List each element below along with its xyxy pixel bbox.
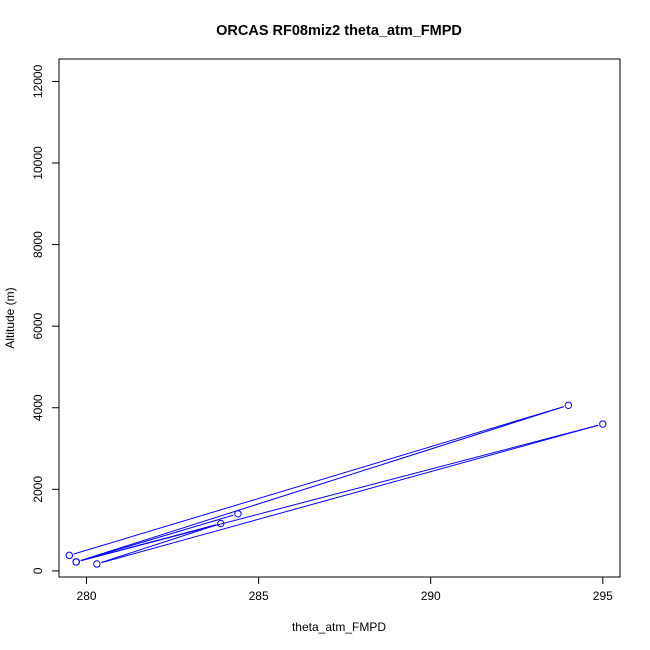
x-axis-label: theta_atm_FMPD	[292, 620, 386, 634]
series-segment	[80, 524, 217, 562]
series-segment	[73, 406, 565, 555]
data-point	[72, 558, 80, 566]
y-tick-label: 10000	[31, 146, 45, 180]
data-point	[65, 551, 74, 560]
y-axis: 0 2000 4000 6000 8000 10000 12000	[31, 64, 59, 574]
y-tick-label: 4000	[31, 394, 45, 421]
x-tick-label: 285	[249, 589, 269, 603]
x-tick-label: 280	[77, 589, 97, 603]
x-tick-label: 295	[593, 589, 613, 603]
series-segment	[101, 424, 599, 564]
y-tick-label: 8000	[31, 231, 45, 258]
y-tick-label: 2000	[31, 476, 45, 503]
data-point	[234, 510, 242, 518]
x-tick-label: 290	[421, 589, 441, 603]
series-layer	[65, 401, 607, 568]
y-tick-label: 6000	[31, 312, 45, 339]
data-point	[217, 519, 225, 528]
y-tick-label: 12000	[31, 64, 45, 98]
plot-frame	[58, 58, 621, 578]
series-segment	[80, 514, 234, 562]
data-point	[599, 420, 607, 428]
series-segment	[101, 524, 217, 563]
data-point	[93, 560, 101, 568]
data-point	[564, 401, 573, 409]
chart-title: ORCAS RF08miz2 theta_atm_FMPD	[216, 23, 462, 39]
y-axis-label: Altitude (m)	[3, 287, 17, 348]
series-segment	[80, 406, 565, 561]
x-axis: 280 285 290 295	[77, 577, 613, 603]
y-tick-label: 0	[31, 567, 45, 574]
